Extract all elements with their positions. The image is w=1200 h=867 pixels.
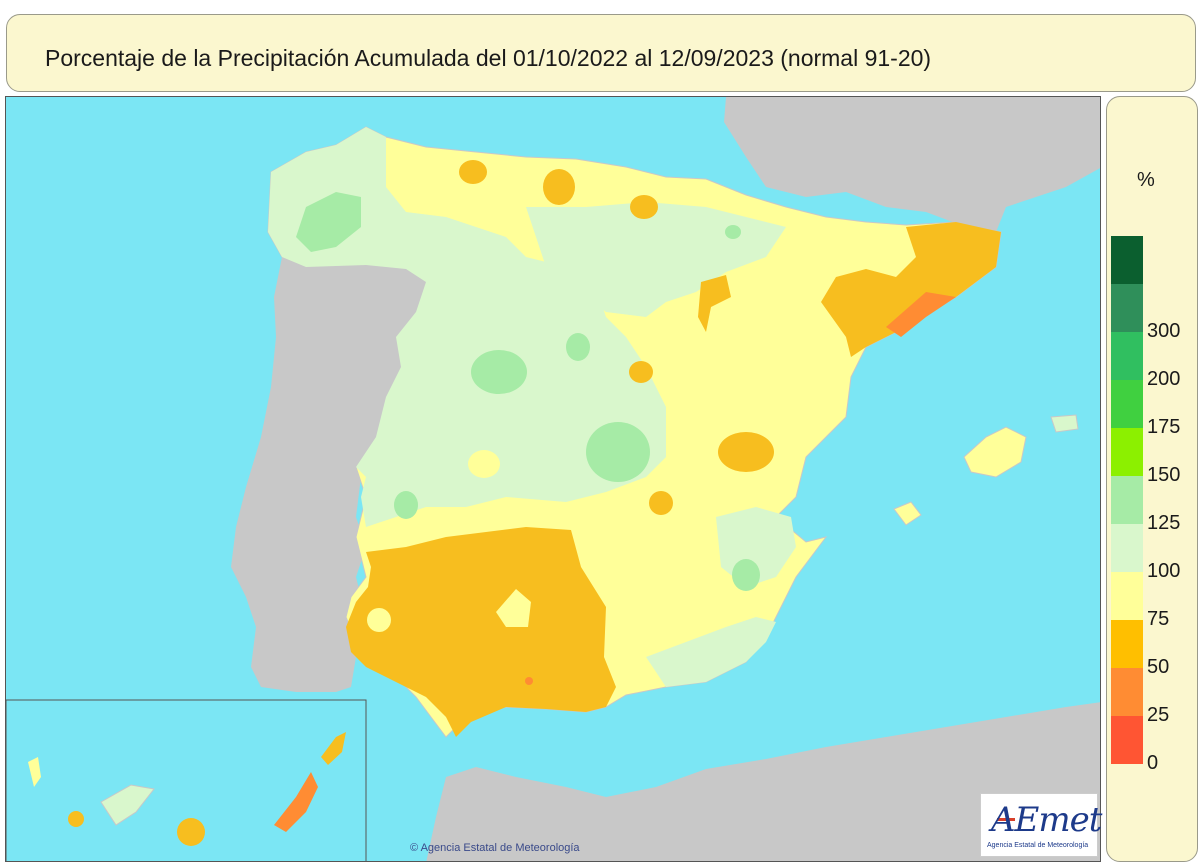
legend-swatch: [1111, 284, 1143, 332]
legend-swatch: [1111, 668, 1143, 716]
la-gomera-land: [68, 811, 84, 827]
map-frame[interactable]: [5, 96, 1101, 862]
copyright-text: © Agencia Estatal de Meteorología: [410, 842, 580, 854]
legend-label: 50: [1147, 656, 1170, 678]
africa-land: [426, 702, 1100, 861]
portugal-land: [231, 257, 426, 692]
blob-orange-3: [630, 195, 658, 219]
region-northwest: [268, 127, 666, 527]
region-andalusia-pale: [496, 589, 531, 627]
legend-swatch: [1111, 572, 1143, 620]
copyright-label: Agencia Estatal de Meteorología: [420, 842, 580, 854]
blob-orange-2: [543, 169, 575, 205]
region-galicia-green: [296, 192, 361, 252]
menorca-land: [1050, 414, 1079, 433]
mallorca-land: [963, 426, 1027, 478]
logo-subtitle: Agencia Estatal de Meteorología: [987, 842, 1089, 849]
blob-green-2: [566, 333, 590, 361]
blob-green-5: [732, 559, 760, 591]
region-catalonia-orange: [821, 222, 1001, 357]
legend-box: % 0 25 50 75 100 125 150 175 200 300: [1106, 96, 1198, 862]
legend-label: 300: [1147, 320, 1181, 342]
precipitation-map: [6, 97, 1100, 861]
legend-label: 200: [1147, 368, 1181, 390]
blob-pale-1: [367, 608, 391, 632]
legend-swatch: [1111, 716, 1143, 764]
blob-pale-2: [468, 450, 500, 478]
legend-unit: %: [1137, 169, 1155, 191]
legend-label: 75: [1147, 608, 1170, 630]
legend-label: 100: [1147, 560, 1181, 582]
blob-green-6: [725, 225, 741, 239]
region-north-central: [526, 202, 786, 317]
blob-orange-1: [459, 160, 487, 184]
legend-label: 125: [1147, 512, 1181, 534]
legend-swatch: [1111, 620, 1143, 668]
blob-green-1: [471, 350, 527, 394]
legend-swatch: [1111, 428, 1143, 476]
blob-green-4: [394, 491, 418, 519]
map-title: Porcentaje de la Precipitación Acumulada…: [45, 45, 932, 71]
legend-color-scale: [1111, 236, 1143, 764]
gran-canaria-land: [177, 818, 205, 846]
blob-orange-6: [718, 432, 774, 472]
la-palma-land: [28, 757, 41, 787]
aemet-logo: AEmet Agencia Estatal de Meteorología: [980, 793, 1102, 857]
blob-green-3: [586, 422, 650, 482]
region-southeast-green: [646, 617, 776, 687]
lanzarote-land: [321, 732, 346, 765]
title-box: Porcentaje de la Precipitación Acumulada…: [6, 14, 1196, 92]
legend-swatch: [1111, 236, 1143, 284]
region-catalonia-red: [886, 292, 956, 337]
legend-label: 175: [1147, 416, 1181, 438]
france-land: [724, 97, 1100, 232]
blob-orange-8: [525, 677, 533, 685]
region-andalusia-orange: [346, 527, 616, 737]
legend-label: 25: [1147, 704, 1170, 726]
logo-wordmark: AEmet: [991, 800, 1102, 840]
logo-accent: [997, 818, 1015, 821]
blob-orange-7: [649, 491, 673, 515]
legend-swatch: [1111, 332, 1143, 380]
blob-orange-4: [698, 275, 731, 332]
ibiza-land: [893, 501, 922, 526]
legend-label: 0: [1147, 752, 1159, 774]
fuerteventura-land: [274, 772, 318, 832]
legend-swatch: [1111, 476, 1143, 524]
legend-swatch: [1111, 380, 1143, 428]
tenerife-land: [100, 784, 155, 826]
blob-orange-5: [629, 361, 653, 383]
legend-label: 150: [1147, 464, 1181, 486]
legend-swatch: [1111, 524, 1143, 572]
